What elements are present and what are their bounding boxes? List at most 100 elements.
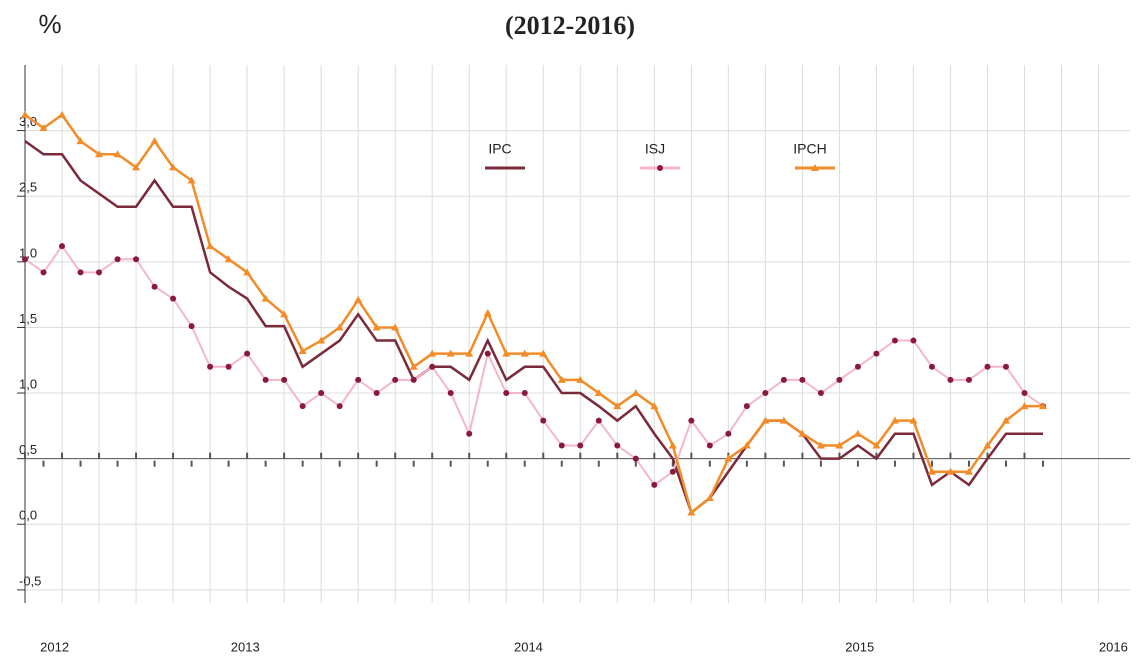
point bbox=[409, 362, 418, 370]
point bbox=[318, 390, 325, 397]
point bbox=[743, 403, 750, 410]
point bbox=[372, 323, 381, 331]
point bbox=[355, 376, 362, 383]
y-tick-label: 0,0 bbox=[19, 508, 37, 523]
point bbox=[854, 363, 861, 370]
chart-title: (2012-2016) bbox=[505, 11, 635, 40]
point bbox=[262, 376, 269, 383]
legend-label: IPC bbox=[488, 141, 511, 157]
point bbox=[410, 376, 417, 383]
point bbox=[909, 416, 918, 424]
point bbox=[1039, 402, 1048, 410]
point bbox=[1002, 363, 1009, 370]
point bbox=[59, 243, 66, 250]
point bbox=[614, 442, 621, 449]
legend-marker bbox=[811, 164, 819, 171]
point bbox=[651, 481, 658, 488]
point bbox=[650, 402, 659, 410]
point bbox=[817, 390, 824, 397]
point bbox=[780, 376, 787, 383]
point bbox=[447, 390, 454, 397]
point bbox=[853, 429, 862, 437]
point bbox=[114, 256, 121, 263]
point bbox=[613, 402, 622, 410]
point bbox=[836, 376, 843, 383]
y-axis-label: % bbox=[38, 9, 61, 39]
point bbox=[96, 269, 103, 276]
point bbox=[964, 467, 973, 475]
point bbox=[484, 350, 491, 357]
point bbox=[872, 441, 881, 449]
legend-label: ISJ bbox=[645, 141, 665, 157]
point bbox=[594, 389, 603, 397]
point bbox=[1020, 402, 1029, 410]
point bbox=[742, 441, 751, 449]
point bbox=[668, 441, 677, 449]
point bbox=[540, 417, 547, 424]
point bbox=[724, 454, 733, 462]
point bbox=[170, 295, 177, 302]
point bbox=[224, 255, 233, 263]
point bbox=[465, 349, 474, 357]
point bbox=[520, 349, 529, 357]
point bbox=[280, 310, 289, 318]
point bbox=[632, 455, 639, 462]
point bbox=[77, 269, 84, 276]
point bbox=[392, 376, 399, 383]
point bbox=[891, 337, 898, 344]
y-tick-label: 1,0 bbox=[19, 245, 37, 260]
legend-marker bbox=[657, 165, 663, 171]
y-tick-label: 1,5 bbox=[19, 311, 37, 326]
point bbox=[576, 375, 585, 383]
point bbox=[577, 442, 584, 449]
point bbox=[762, 390, 769, 397]
point bbox=[798, 429, 807, 437]
point bbox=[539, 349, 548, 357]
point bbox=[502, 349, 511, 357]
point bbox=[761, 416, 770, 424]
point bbox=[133, 256, 140, 263]
point bbox=[187, 176, 196, 184]
point bbox=[927, 467, 936, 475]
point bbox=[281, 376, 288, 383]
point bbox=[95, 150, 104, 158]
point bbox=[429, 363, 436, 370]
point bbox=[21, 110, 29, 118]
x-tick-label: 2015 bbox=[845, 639, 874, 654]
point bbox=[946, 467, 955, 475]
point bbox=[428, 349, 437, 357]
point bbox=[22, 256, 28, 263]
point bbox=[466, 430, 473, 437]
point bbox=[243, 268, 252, 276]
x-tick-label: 2012 bbox=[40, 639, 69, 654]
point bbox=[39, 123, 48, 131]
point bbox=[58, 110, 67, 118]
point bbox=[725, 430, 732, 437]
point bbox=[779, 416, 788, 424]
point bbox=[890, 416, 899, 424]
point bbox=[188, 323, 195, 330]
point bbox=[225, 363, 232, 370]
x-tick-label: 2014 bbox=[514, 639, 543, 654]
point bbox=[169, 163, 178, 171]
point bbox=[631, 389, 640, 397]
point bbox=[816, 441, 825, 449]
x-tick-label: 2016 bbox=[1099, 639, 1128, 654]
point bbox=[557, 375, 566, 383]
point bbox=[799, 376, 806, 383]
point bbox=[705, 494, 714, 502]
point bbox=[354, 295, 363, 303]
point bbox=[373, 390, 380, 397]
point bbox=[1021, 390, 1028, 397]
point bbox=[317, 336, 326, 344]
point bbox=[483, 309, 492, 317]
point bbox=[706, 442, 713, 449]
point bbox=[558, 442, 565, 449]
series-line bbox=[24, 140, 1044, 515]
point bbox=[298, 347, 307, 355]
point bbox=[687, 508, 696, 516]
point bbox=[113, 150, 122, 158]
point bbox=[446, 349, 455, 357]
point bbox=[965, 376, 972, 383]
